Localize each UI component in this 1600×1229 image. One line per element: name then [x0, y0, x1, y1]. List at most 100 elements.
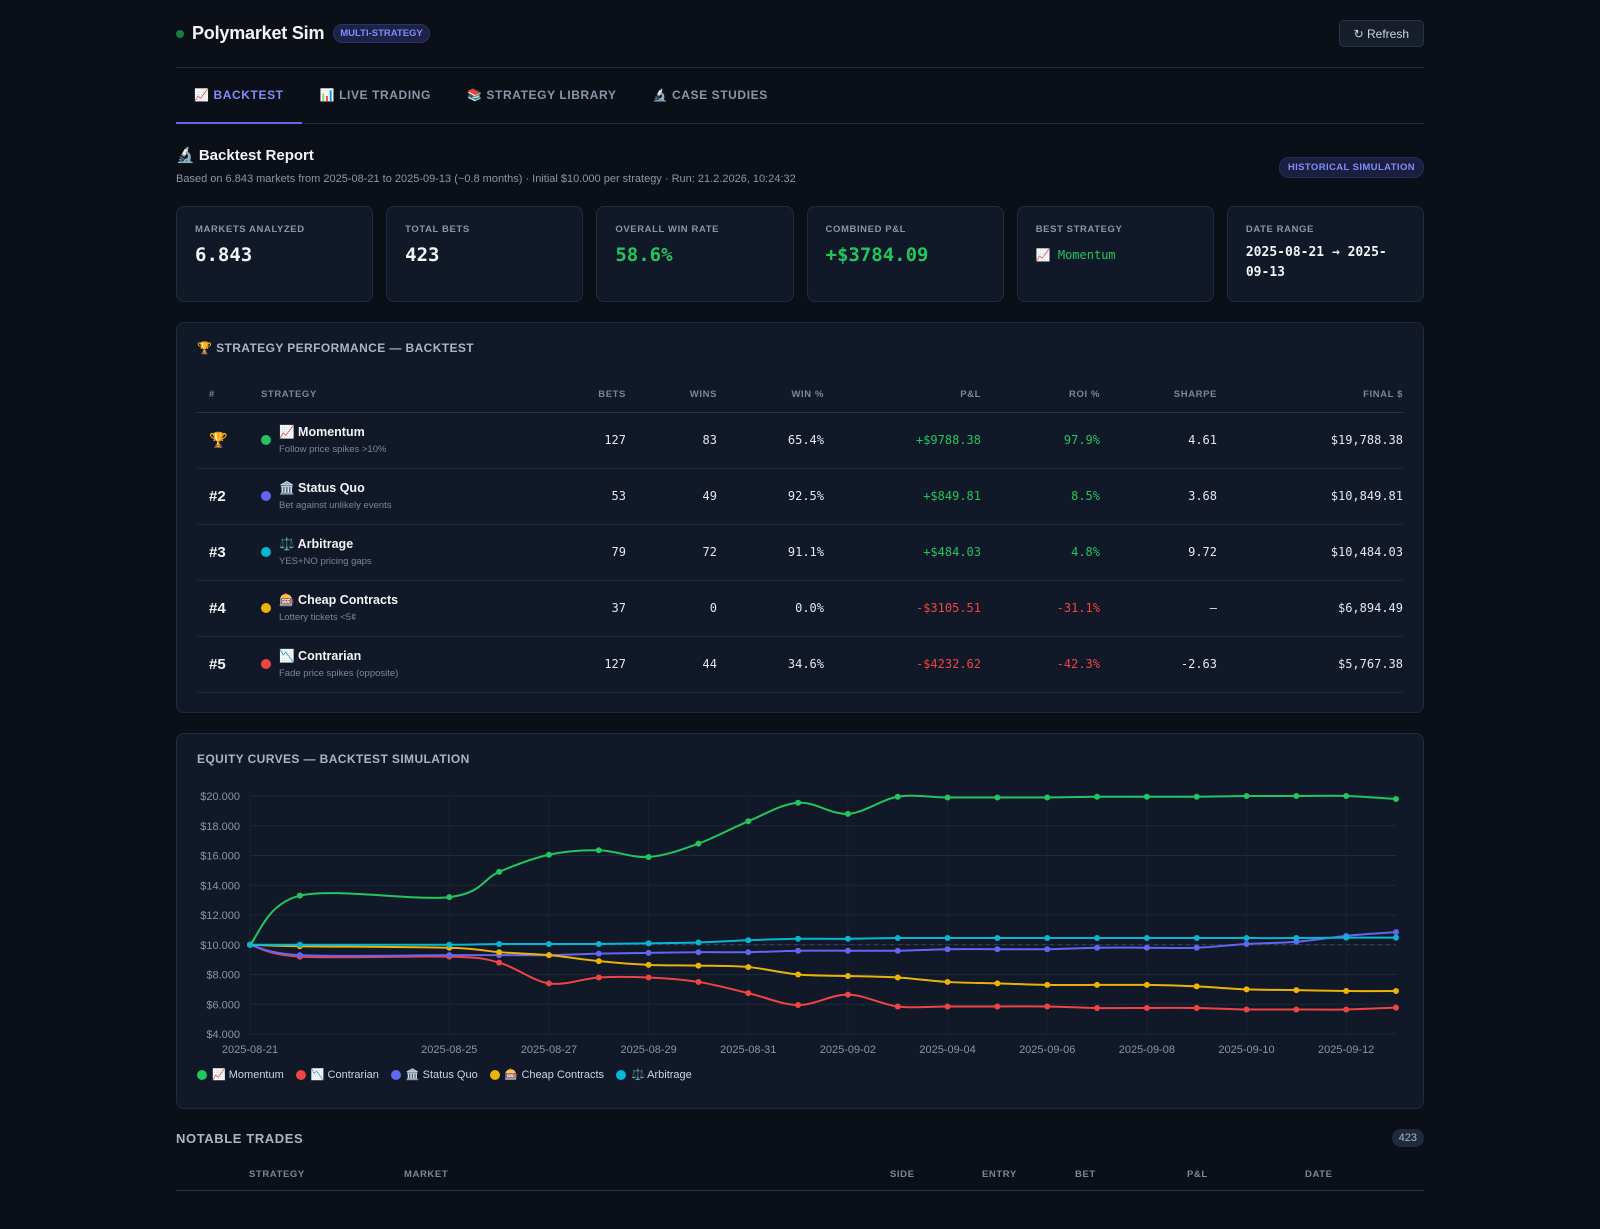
y-tick-label: $16.000 — [200, 851, 240, 863]
legend-item[interactable]: 🎰 Cheap Contracts — [489, 1068, 604, 1081]
x-tick-label: 2025-08-25 — [421, 1044, 477, 1054]
legend-item[interactable]: 📉 Contrarian — [295, 1068, 379, 1081]
data-point — [795, 799, 802, 806]
table-row[interactable]: #2 🏛️ Status Quo Bet against unlikely even… — [197, 468, 1403, 525]
data-point — [795, 971, 802, 978]
column-header[interactable]: SHARPE — [1100, 377, 1217, 413]
legend-item[interactable]: ⚖️ Arbitrage — [616, 1068, 692, 1081]
tab-live-trading[interactable]: 📊 LIVE TRADING — [319, 88, 431, 102]
table-row[interactable]: #3 ⚖️ Arbitrage YES+NO pricing gaps 79 72 91.… — [197, 524, 1403, 581]
x-tick-label: 2025-09-06 — [1019, 1044, 1075, 1054]
data-point — [944, 946, 951, 953]
legend-color-dot — [616, 1069, 626, 1080]
data-point — [545, 851, 552, 858]
wins-cell: 72 — [626, 524, 717, 581]
x-tick-label: 2025-09-02 — [820, 1044, 876, 1054]
legend-item[interactable]: 📈 Momentum — [197, 1068, 284, 1081]
rank: #5 — [209, 655, 226, 673]
data-point — [894, 793, 901, 800]
column-header[interactable]: DATE — [1305, 1169, 1333, 1180]
table-row[interactable]: #5 📉 Contrarian Fade price spikes (opposit… — [197, 636, 1403, 693]
rank: 🏆 — [209, 432, 228, 449]
historical-simulation-badge: HISTORICAL SIMULATION — [1278, 157, 1424, 178]
data-point — [496, 949, 503, 956]
column-header[interactable]: P&L — [1187, 1169, 1208, 1180]
legend-color-dot — [390, 1069, 401, 1080]
data-point — [1193, 983, 1200, 990]
data-point — [595, 847, 602, 854]
data-point — [1243, 941, 1250, 948]
data-point — [496, 941, 503, 948]
table-row[interactable]: 🏆 📈 Momentum Follow price spikes >10% 127 83… — [197, 412, 1403, 469]
stat-card-markets: MARKETS ANALYZED 6.843 — [176, 206, 374, 302]
strategy-cell: ⚖️ Arbitrage YES+NO pricing gaps — [261, 524, 551, 581]
x-tick-label: 2025-08-29 — [620, 1044, 676, 1054]
win-pct-cell: 34.6% — [717, 636, 824, 693]
column-header[interactable]: SIDE — [890, 1169, 915, 1180]
table-row[interactable]: #4 🎰 Cheap Contracts Lottery tickets <5¢ 37… — [197, 580, 1403, 637]
data-point — [894, 947, 901, 954]
legend-item[interactable]: 🏛️ Status Quo — [390, 1068, 478, 1081]
data-point — [645, 974, 652, 981]
strategy-color-dot — [261, 491, 271, 501]
column-header[interactable]: # — [197, 377, 261, 413]
data-point — [1243, 1006, 1250, 1013]
pnl-cell: +$849.81 — [824, 468, 981, 525]
stat-card-date-range: DATE RANGE 2025-08-21 → 2025-09-13 — [1226, 206, 1425, 302]
column-header[interactable]: P&L — [824, 377, 981, 413]
data-point — [446, 941, 453, 948]
column-header[interactable]: MARKET — [404, 1169, 449, 1180]
sharpe-cell: -2.63 — [1100, 636, 1217, 693]
data-point — [545, 941, 552, 948]
stat-label: TOTAL BETS — [405, 224, 470, 235]
data-point — [1193, 1004, 1200, 1011]
rank: #3 — [209, 543, 226, 561]
data-point — [645, 853, 652, 860]
column-header[interactable]: WIN % — [717, 377, 824, 413]
column-header[interactable]: ENTRY — [982, 1169, 1017, 1180]
tab-strategy-library[interactable]: 📚 STRATEGY LIBRARY — [466, 88, 617, 102]
strategy-name: ⚖️ Arbitrage — [279, 537, 354, 551]
tab-backtest[interactable]: 📈 BACKTEST — [176, 67, 302, 124]
data-point — [745, 964, 752, 971]
column-header[interactable]: BETS — [551, 377, 626, 413]
strategy-description: Follow price spikes >10% — [279, 444, 387, 455]
column-header[interactable]: WINS — [626, 377, 717, 413]
data-point — [595, 941, 602, 948]
x-tick-label: 2025-08-31 — [720, 1044, 776, 1054]
data-point — [695, 840, 702, 847]
data-point — [1044, 981, 1051, 988]
column-header[interactable]: ROI % — [981, 377, 1100, 413]
legend-label: 📉 Contrarian — [310, 1069, 379, 1081]
y-tick-label: $12.000 — [200, 910, 240, 922]
strategy-color-dot — [261, 435, 271, 445]
column-header[interactable]: STRATEGY — [261, 377, 551, 413]
data-point — [944, 978, 951, 985]
data-point — [1143, 1004, 1150, 1011]
data-point — [595, 958, 602, 965]
strategy-cell: 🎰 Cheap Contracts Lottery tickets <5¢ — [261, 580, 551, 637]
strategy-name: 📈 Momentum — [279, 425, 365, 439]
column-header[interactable]: BET — [1075, 1169, 1096, 1180]
data-point — [695, 939, 702, 946]
sharpe-cell: 4.61 — [1100, 412, 1217, 469]
rank-cell: #5 — [197, 636, 261, 693]
rank: #2 — [209, 487, 226, 505]
data-point — [1393, 795, 1399, 802]
series-line — [249, 943, 1397, 993]
column-header[interactable]: STRATEGY — [249, 1169, 305, 1180]
data-point — [745, 937, 752, 944]
performance-table-body: 🏆 📈 Momentum Follow price spikes >10% 127 83… — [197, 412, 1403, 693]
data-point — [1044, 935, 1051, 942]
tab-case-studies[interactable]: 🔬 CASE STUDIES — [652, 88, 768, 102]
data-point — [1293, 987, 1300, 994]
data-point — [446, 952, 453, 959]
performance-table: # STRATEGY BETS WINS WIN % P&L ROI % SHA… — [197, 377, 1403, 693]
x-tick-label: 2025-09-10 — [1218, 1044, 1274, 1054]
refresh-button[interactable]: ↻ Refresh — [1338, 20, 1424, 47]
wins-cell: 0 — [626, 580, 717, 637]
column-header[interactable]: FINAL $ — [1217, 377, 1403, 413]
legend-label: 🏛️ Status Quo — [405, 1069, 478, 1081]
panel-title: 🏆 STRATEGY PERFORMANCE — BACKTEST — [197, 341, 475, 355]
notable-trades-section: NOTABLE TRADES 423 STRATEGY MARKET SIDE … — [176, 1129, 1424, 1229]
